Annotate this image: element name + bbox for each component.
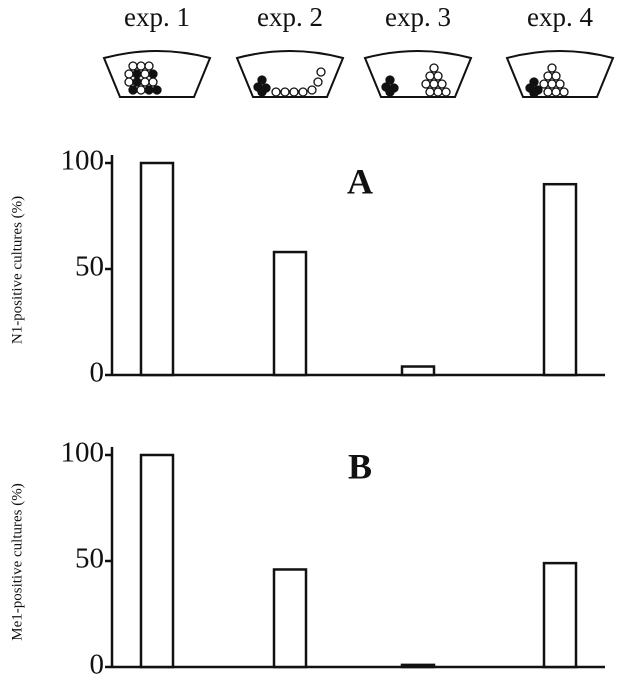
cell-icon	[281, 88, 289, 96]
y-tick-label: 100	[61, 437, 105, 469]
cell-icon	[556, 80, 564, 88]
cell-icon	[145, 62, 153, 70]
cell-icon	[386, 88, 394, 96]
cell-icon	[530, 89, 538, 97]
y-tick-label: 100	[61, 145, 105, 177]
cell-icon	[438, 80, 446, 88]
cell-icon	[308, 86, 316, 94]
cell-icon	[137, 86, 145, 94]
experiment-label: exp. 1	[124, 2, 190, 32]
cell-icon	[258, 88, 266, 96]
cell-icon	[430, 80, 438, 88]
cell-icon	[434, 72, 442, 80]
cell-icon	[317, 68, 325, 76]
bar	[544, 184, 576, 375]
dish-icon	[365, 51, 471, 97]
bar	[141, 163, 173, 375]
cell-icon	[141, 70, 149, 78]
cell-icon	[149, 78, 157, 86]
cell-icon	[129, 62, 137, 70]
bar	[402, 367, 434, 375]
cell-icon	[430, 64, 438, 72]
cell-icon	[290, 88, 298, 96]
cell-icon	[552, 72, 560, 80]
experiment-label: exp. 2	[257, 2, 323, 32]
cell-icon	[272, 88, 280, 96]
cell-icon	[426, 88, 434, 96]
bar	[274, 252, 306, 375]
bar	[274, 569, 306, 667]
cell-icon	[426, 72, 434, 80]
y-axis-label: N1-positive cultures (%)	[9, 196, 25, 344]
experiment-label: exp. 3	[385, 2, 451, 32]
cell-icon	[544, 72, 552, 80]
cell-icon	[314, 78, 322, 86]
cell-icon	[133, 70, 141, 78]
cell-icon	[133, 78, 141, 86]
bar	[402, 665, 434, 667]
cell-icon	[149, 70, 157, 78]
y-tick-label: 0	[90, 357, 105, 389]
cell-icon	[422, 80, 430, 88]
cell-icon	[125, 70, 133, 78]
bar	[544, 563, 576, 667]
cell-icon	[129, 86, 137, 94]
panel-label: B	[348, 446, 372, 486]
cell-icon	[552, 88, 560, 96]
cell-icon	[153, 86, 161, 94]
cell-icon	[125, 78, 133, 86]
bar	[141, 455, 173, 667]
cell-icon	[141, 78, 149, 86]
experiment-label: exp. 4	[527, 2, 593, 32]
y-tick-label: 50	[75, 543, 104, 575]
cell-icon	[548, 64, 556, 72]
panel-label: A	[347, 161, 373, 201]
cell-icon	[299, 88, 307, 96]
y-tick-label: 0	[90, 649, 105, 679]
cell-icon	[540, 80, 548, 88]
y-axis-label: Me1-positive cultures (%)	[9, 483, 25, 640]
cell-icon	[434, 88, 442, 96]
cell-icon	[442, 88, 450, 96]
figure: exp. 1 exp. 2 exp. 3 exp. 4 0 50 100 N1-positiv…	[0, 0, 617, 679]
cell-icon	[548, 80, 556, 88]
cell-icon	[137, 62, 145, 70]
cell-icon	[560, 88, 568, 96]
cell-icon	[544, 88, 552, 96]
cell-icon	[145, 86, 153, 94]
y-tick-label: 50	[75, 251, 104, 283]
